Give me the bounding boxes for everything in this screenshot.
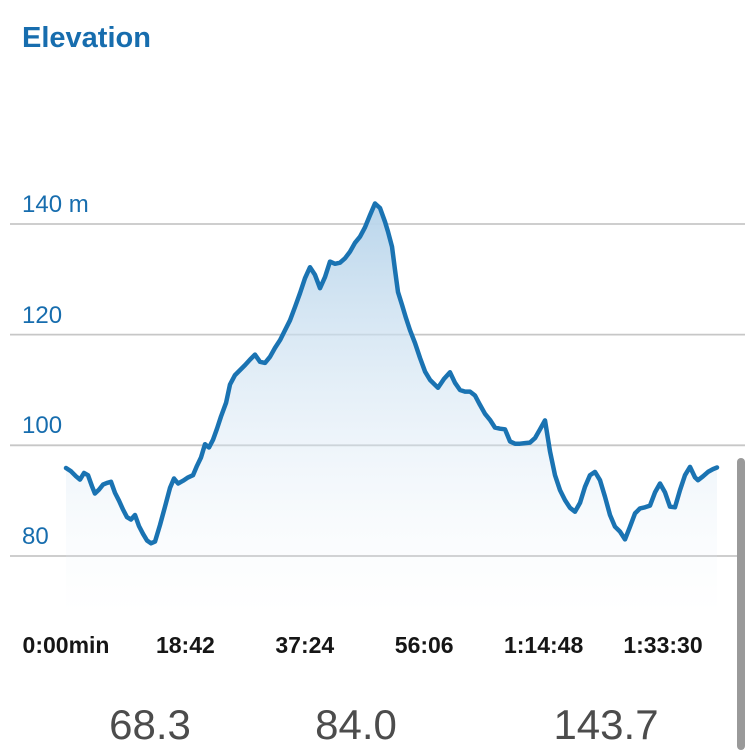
- page-title: Elevation: [22, 22, 151, 54]
- x-axis-label-1-14-48: 1:14:48: [503, 632, 584, 658]
- x-axis-label-56-06: 56:06: [394, 632, 454, 658]
- y-axis-label-140m: 140 m: [22, 191, 89, 218]
- y-axis-label-120: 120: [22, 301, 63, 329]
- y-axis-label-100: 100: [22, 412, 63, 440]
- x-axis-label-0-00min: 0:00min: [22, 632, 110, 658]
- elevation-area: [66, 203, 717, 612]
- y-axis-label-80: 80: [22, 522, 49, 550]
- x-axis-label-37-24: 37:24: [275, 632, 335, 658]
- x-axis-label-1-33-30: 1:33:30: [623, 632, 703, 658]
- scrollbar-thumb[interactable]: [737, 458, 745, 750]
- stat-value-max: 143.7: [553, 701, 659, 748]
- x-axis-label-18-42: 18:42: [155, 632, 215, 658]
- elevation-line: [63, 201, 720, 546]
- stat-value-min: 68.3: [109, 701, 191, 748]
- stat-value-avg: 84.0: [315, 701, 397, 748]
